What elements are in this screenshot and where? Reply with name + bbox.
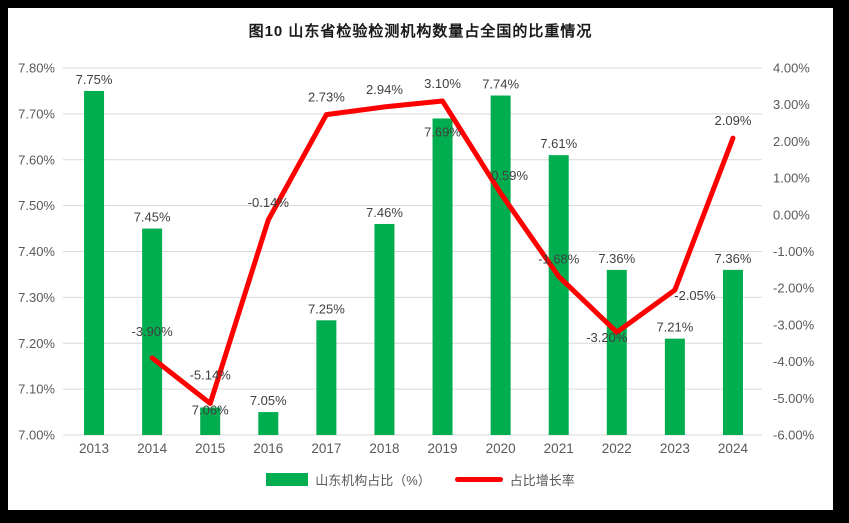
bar-2022 <box>606 269 627 435</box>
left-axis-labels: 7.80% 7.70% 7.60% 7.50% 7.40% 7.30% 7.20% 7.10%… <box>18 61 55 443</box>
line-value-label: -3.90% <box>132 324 174 339</box>
x-axis-category: 2013 <box>79 441 109 456</box>
line-series-swatch-icon <box>454 477 503 482</box>
right-axis-tick: 2.00% <box>773 134 810 149</box>
x-axis-category: 2019 <box>428 441 458 456</box>
bar-value-label: 7.46% <box>366 205 403 220</box>
x-axis-category: 2021 <box>544 441 574 456</box>
line-value-label: -5.14% <box>190 367 232 382</box>
bar-2014 <box>142 228 163 435</box>
left-axis-tick: 7.80% <box>18 61 55 76</box>
left-axis-tick: 7.30% <box>18 290 55 305</box>
right-axis-tick: -4.00% <box>773 354 815 369</box>
legend-label-line-series: 占比增长率 <box>509 473 575 488</box>
bar-value-label: 7.75% <box>76 72 113 87</box>
line-value-label: 2.09% <box>715 113 752 128</box>
x-axis-category: 2024 <box>718 441 749 456</box>
right-axis-tick: -2.00% <box>773 281 815 296</box>
legend-label-bar-series: 山东机构占比（%） <box>315 473 431 488</box>
left-axis-tick: 7.40% <box>18 244 55 259</box>
line-value-label: -1.68% <box>538 251 580 266</box>
left-axis-tick: 7.70% <box>18 106 55 121</box>
right-axis-labels: 4.00% 3.00% 2.00% 1.00% 0.00% -1.00% -2.00% -3.… <box>773 61 815 443</box>
x-axis-category: 2017 <box>311 441 341 456</box>
chart-figure: 图10 山东省检验检测机构数量占全国的比重情况 7.80% 7.70% 7.60% 7… <box>8 8 833 510</box>
x-axis-category: 2015 <box>195 441 225 456</box>
bar-2013 <box>84 90 105 435</box>
x-axis-labels: 2013 2014 2015 2016 2017 2018 2019 2020 2021 2022… <box>79 441 748 456</box>
x-axis-category: 2022 <box>602 441 632 456</box>
gridlines <box>63 67 762 436</box>
line-value-label: -2.05% <box>674 288 716 303</box>
legend-item-line-series: 占比增长率 <box>454 470 575 489</box>
bar-value-label: 7.45% <box>134 210 171 225</box>
bar-value-label: 7.25% <box>308 301 345 316</box>
bar-2016 <box>258 412 279 435</box>
left-axis-tick: 7.50% <box>18 198 55 213</box>
x-axis-category: 2016 <box>253 441 283 456</box>
growth-rate-line <box>149 98 736 406</box>
line-value-label: -0.14% <box>248 195 290 210</box>
line-value-label: 2.94% <box>366 82 403 97</box>
bar-value-label: 7.74% <box>482 77 519 92</box>
right-axis-tick: -3.00% <box>773 317 815 332</box>
bar-2019 <box>432 118 453 436</box>
right-axis-tick: 0.00% <box>773 207 810 222</box>
bar-value-label: 7.61% <box>540 136 577 151</box>
left-axis-tick: 7.00% <box>18 428 55 443</box>
combo-chart-canvas: 7.80% 7.70% 7.60% 7.50% 7.40% 7.30% 7.20% 7.10%… <box>18 61 815 457</box>
left-axis-tick: 7.10% <box>18 382 55 397</box>
bar-value-label: 7.21% <box>656 320 693 335</box>
chart-title: 图10 山东省检验检测机构数量占全国的比重情况 <box>248 23 593 40</box>
left-axis-tick: 7.20% <box>18 336 55 351</box>
left-axis-tick: 7.60% <box>18 152 55 167</box>
legend-item-bar-series: 山东机构占比（%） <box>266 470 431 489</box>
x-axis-category: 2023 <box>660 441 690 456</box>
bars-group <box>84 90 743 436</box>
bar-value-label: 7.36% <box>598 251 635 266</box>
right-axis-tick: -5.00% <box>773 391 815 406</box>
bar-series-swatch-icon <box>266 473 309 486</box>
bar-value-label: 7.69% <box>424 124 461 139</box>
bar-data-labels: 7.75% 7.45% 7.06% 7.05% 7.25% 7.46% 7.69% 7.74%… <box>76 72 752 418</box>
line-value-label: 2.73% <box>308 90 345 105</box>
right-axis-tick: -6.00% <box>773 428 815 443</box>
bar-value-label: 7.36% <box>715 251 752 266</box>
bar-2017 <box>316 320 337 435</box>
line-data-labels: -3.90% -5.14% -0.14% 2.73% 2.94% 3.10% 0.59% -1… <box>132 76 752 382</box>
x-axis-category: 2020 <box>486 441 516 456</box>
x-axis-category: 2014 <box>137 441 168 456</box>
right-axis-tick: 1.00% <box>773 171 810 186</box>
bar-2023 <box>664 338 685 435</box>
bar-2018 <box>374 223 395 435</box>
line-value-label: -3.20% <box>586 330 628 345</box>
bar-2020 <box>490 95 511 436</box>
right-axis-tick: -1.00% <box>773 244 815 259</box>
bar-2024 <box>722 269 743 435</box>
bar-2021 <box>548 155 569 435</box>
right-axis-tick: 3.00% <box>773 97 810 112</box>
bar-value-label: 7.05% <box>250 393 287 408</box>
bar-value-label: 7.06% <box>192 402 229 417</box>
legend: 山东机构占比（%） 占比增长率 <box>8 470 833 489</box>
right-axis-tick: 4.00% <box>773 61 810 76</box>
line-value-label: 3.10% <box>424 76 461 91</box>
line-value-label: 0.59% <box>491 168 528 183</box>
x-axis-category: 2018 <box>369 441 399 456</box>
bar-2015 <box>200 407 221 435</box>
